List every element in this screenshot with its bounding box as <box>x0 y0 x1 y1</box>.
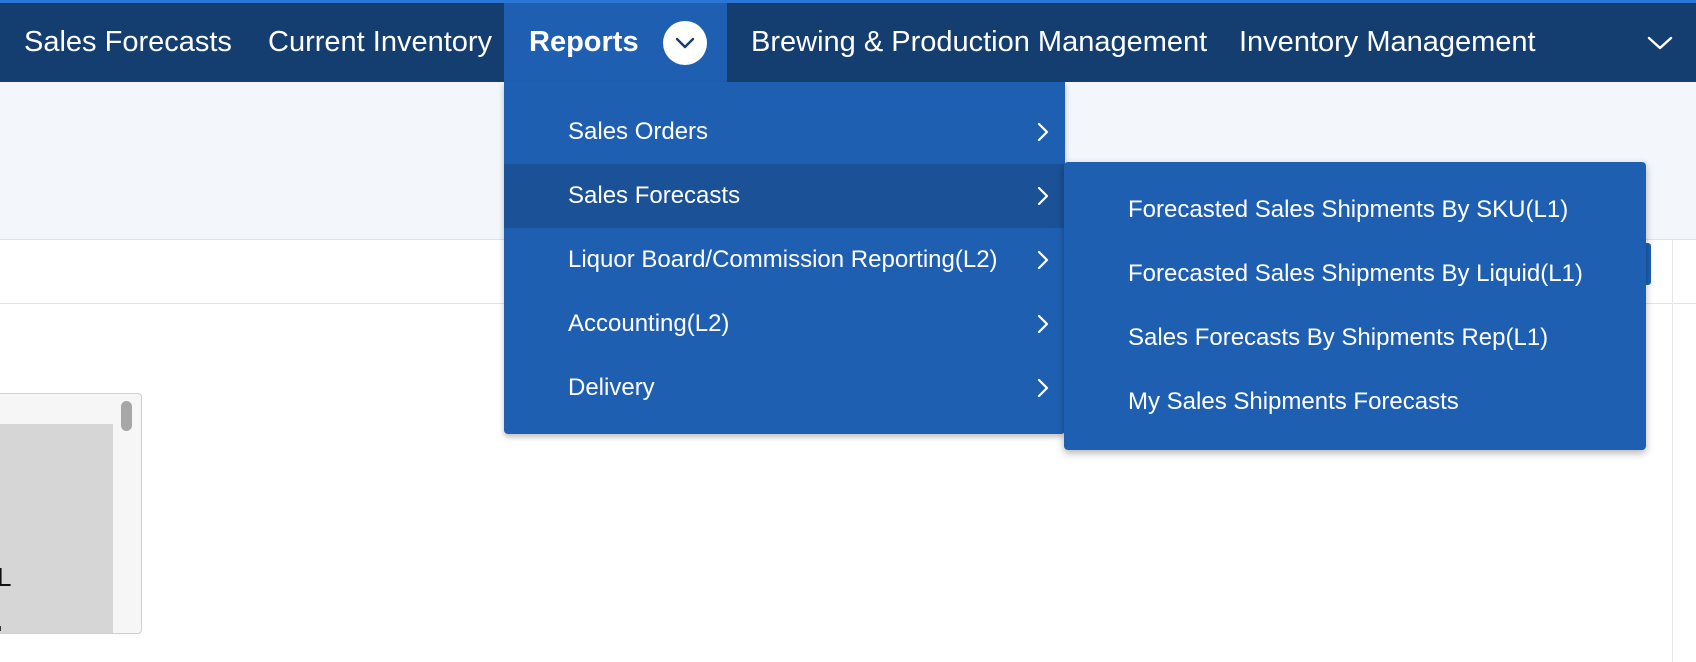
submenu-item-shipments-by-liquid[interactable]: Forecasted Sales Shipments By Liquid(L1) <box>1064 242 1646 306</box>
menu-item-label: Delivery <box>568 374 655 401</box>
submenu-item-shipments-by-sku[interactable]: Forecasted Sales Shipments By SKU(L1) <box>1064 178 1646 242</box>
submenu-item-my-forecasts[interactable]: My Sales Shipments Forecasts <box>1064 370 1646 434</box>
sales-forecasts-submenu: Forecasted Sales Shipments By SKU(L1) Fo… <box>1064 162 1646 450</box>
scrollbar-thumb[interactable] <box>121 401 132 431</box>
list-box[interactable]: L <box>0 393 142 634</box>
menu-item-label: Sales Orders <box>568 118 709 145</box>
chevron-down-icon[interactable] <box>663 21 707 65</box>
list-box-selection[interactable]: L <box>0 424 113 633</box>
nav-item-inventory-management[interactable]: Inventory Management <box>1191 3 1536 82</box>
nav-item-label: Brewing & Production Management <box>751 26 1208 58</box>
menu-item-label: Liquor Board/Commission Reporting(L2) <box>568 246 998 273</box>
nav-item-label: Sales Forecasts <box>24 26 232 58</box>
reports-menu: Sales Orders Sales Forecasts Liquor Boar… <box>504 82 1065 434</box>
menu-item-liquor-board[interactable]: Liquor Board/Commission Reporting(L2) <box>504 228 1065 292</box>
chevron-right-icon <box>1033 122 1053 142</box>
menu-item-sales-orders[interactable]: Sales Orders <box>504 100 1065 164</box>
nav-item-brewing-production[interactable]: Brewing & Production Management <box>727 3 1207 82</box>
menu-item-accounting[interactable]: Accounting(L2) <box>504 292 1065 356</box>
menu-item-label: Sales Forecasts <box>568 182 741 209</box>
chevron-right-icon <box>1033 186 1053 206</box>
nav-item-current-inventory[interactable]: Current Inventory <box>246 3 504 82</box>
menu-item-label: Sales Forecasts By Shipments Rep(L1) <box>1128 324 1549 351</box>
nav-item-label: Current Inventory <box>268 26 493 58</box>
list-box-item-text <box>0 626 1 631</box>
nav-item-label: Reports <box>529 26 639 58</box>
chevron-right-icon <box>1033 250 1053 270</box>
menu-item-label: My Sales Shipments Forecasts <box>1128 388 1459 415</box>
chevron-right-icon <box>1033 378 1053 398</box>
menu-item-label: Forecasted Sales Shipments By Liquid(L1) <box>1128 260 1583 287</box>
chevron-right-icon <box>1033 314 1053 334</box>
nav-item-label: Inventory Management <box>1239 26 1536 58</box>
chevron-down-icon[interactable] <box>1640 25 1680 61</box>
panel-edge <box>1645 243 1651 285</box>
menu-item-label: Accounting(L2) <box>568 310 730 337</box>
submenu-item-forecasts-by-rep[interactable]: Sales Forecasts By Shipments Rep(L1) <box>1064 306 1646 370</box>
divider <box>1672 240 1673 662</box>
menu-item-label: Forecasted Sales Shipments By SKU(L1) <box>1128 196 1569 223</box>
top-nav: Sales Forecasts Current Inventory Report… <box>0 0 1696 82</box>
list-box-item-text: L <box>0 564 11 590</box>
menu-item-sales-forecasts[interactable]: Sales Forecasts <box>504 164 1065 228</box>
menu-item-delivery[interactable]: Delivery <box>504 356 1065 420</box>
nav-item-sales-forecasts[interactable]: Sales Forecasts <box>0 3 246 82</box>
